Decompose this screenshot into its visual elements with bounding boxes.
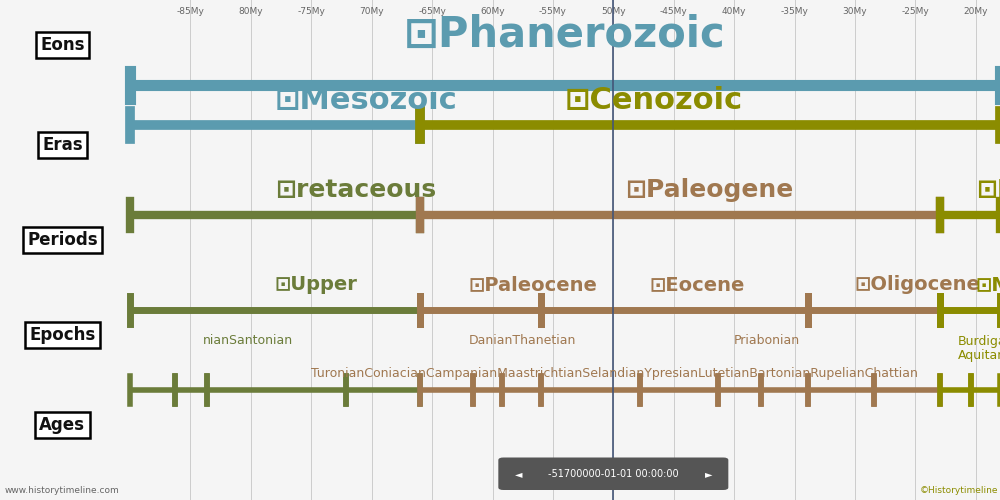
Text: ⊡Paleogene: ⊡Paleogene bbox=[625, 178, 794, 202]
Text: -55My: -55My bbox=[539, 8, 567, 16]
Text: Epochs: Epochs bbox=[29, 326, 96, 344]
Text: -25My: -25My bbox=[902, 8, 929, 16]
Text: ⊡Mesozoic: ⊡Mesozoic bbox=[275, 86, 458, 114]
Text: Aquitanian: Aquitanian bbox=[958, 350, 1000, 362]
Text: Periods: Periods bbox=[27, 231, 98, 249]
Text: ©Historytimeline: ©Historytimeline bbox=[920, 486, 998, 495]
Text: -45My: -45My bbox=[660, 8, 688, 16]
Text: Priabonian: Priabonian bbox=[734, 334, 800, 347]
Text: www.historytimeline.com: www.historytimeline.com bbox=[5, 486, 120, 495]
Text: ⊡Upper: ⊡Upper bbox=[275, 276, 358, 294]
Text: ►: ► bbox=[705, 469, 712, 479]
Text: 50My: 50My bbox=[601, 8, 626, 16]
Text: ◄: ◄ bbox=[515, 469, 522, 479]
Text: -85My: -85My bbox=[176, 8, 204, 16]
Text: ⊡Paleocene: ⊡Paleocene bbox=[468, 276, 597, 294]
Text: 20My: 20My bbox=[964, 8, 988, 16]
Text: 40My: 40My bbox=[722, 8, 746, 16]
Text: 80My: 80My bbox=[239, 8, 263, 16]
Text: ⊡Ne: ⊡Ne bbox=[976, 178, 1000, 202]
Text: ⊡retaceous: ⊡retaceous bbox=[275, 178, 436, 202]
Text: ⊡Phanerozoic: ⊡Phanerozoic bbox=[404, 14, 726, 56]
Text: 60My: 60My bbox=[480, 8, 505, 16]
Text: Ages: Ages bbox=[39, 416, 85, 434]
Text: DanianThanetian: DanianThanetian bbox=[468, 334, 576, 347]
Text: Eras: Eras bbox=[42, 136, 83, 154]
Text: 70My: 70My bbox=[359, 8, 384, 16]
Text: -35My: -35My bbox=[781, 8, 809, 16]
Text: ⊡Oligocene: ⊡Oligocene bbox=[855, 276, 981, 294]
Text: 30My: 30My bbox=[843, 8, 867, 16]
Text: nianSantonian: nianSantonian bbox=[202, 334, 293, 347]
FancyBboxPatch shape bbox=[498, 458, 728, 490]
Text: TuronianConiacianCampanianMaastrichtianSelandianYpresianLutetianBartonianRupelia: TuronianConiacianCampanianMaastrichtianS… bbox=[311, 368, 918, 380]
Text: -51700000-01-01 00:00:00: -51700000-01-01 00:00:00 bbox=[548, 469, 679, 479]
Text: -75My: -75My bbox=[297, 8, 325, 16]
Text: Burdigalian: Burdigalian bbox=[958, 334, 1000, 347]
Text: ⊡Cenozoic: ⊡Cenozoic bbox=[565, 86, 743, 114]
Text: ⊡Eocene: ⊡Eocene bbox=[650, 276, 745, 294]
Text: ⊡M: ⊡M bbox=[976, 276, 1000, 294]
Text: -65My: -65My bbox=[418, 8, 446, 16]
Text: Eons: Eons bbox=[40, 36, 85, 54]
